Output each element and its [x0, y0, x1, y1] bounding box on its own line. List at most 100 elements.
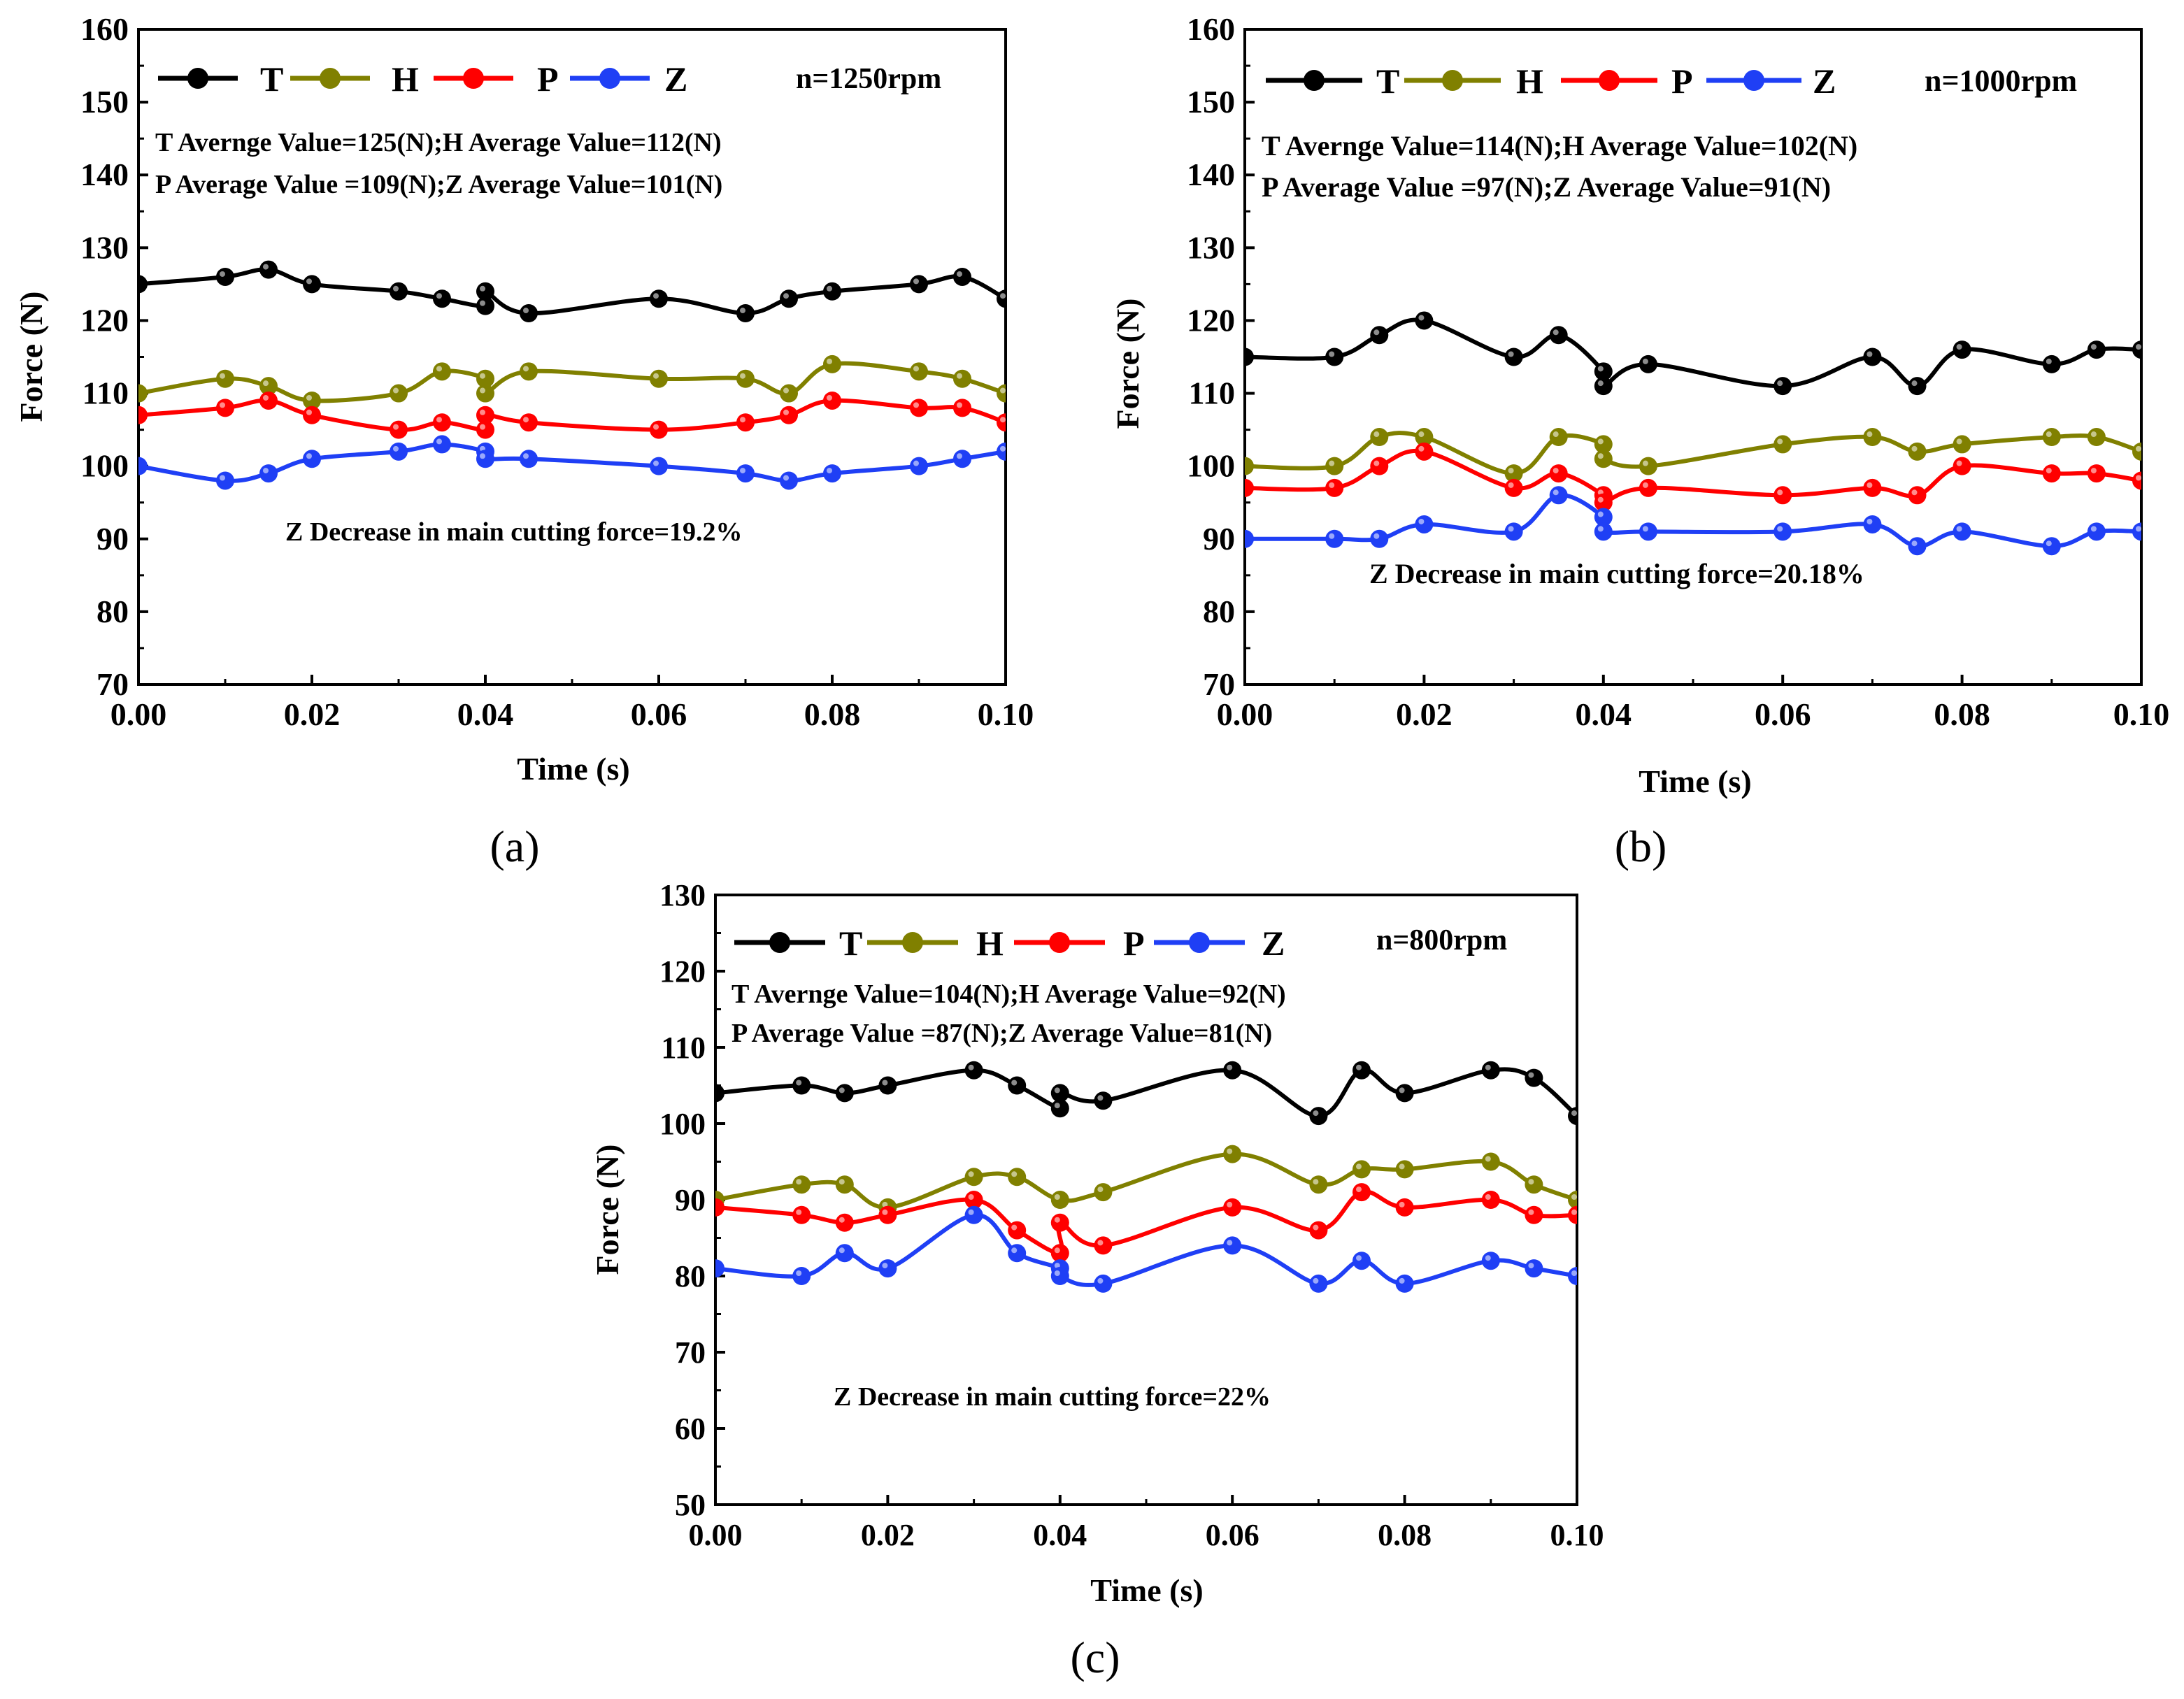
data-point-highlight: [1329, 460, 1335, 466]
legend-marker-t: [769, 932, 790, 953]
data-point-p: [1908, 486, 1927, 505]
data-point-p: [650, 420, 668, 439]
data-point-highlight: [480, 300, 485, 306]
data-point-highlight: [827, 358, 832, 364]
legend-entry-z: Z: [1154, 924, 1285, 963]
data-point-highlight: [1097, 1095, 1104, 1101]
data-point-highlight: [740, 417, 745, 423]
data-point-h: [2042, 428, 2061, 447]
data-point-highlight: [740, 468, 745, 474]
data-point-highlight: [393, 285, 399, 292]
data-point-h: [997, 384, 1006, 403]
x-tick-label: 0.06: [1206, 1518, 1259, 1552]
data-point-t: [2042, 354, 2061, 373]
data-point-highlight: [1553, 489, 1559, 496]
data-point-z: [259, 464, 278, 483]
data-point-t: [138, 275, 148, 294]
data-point-h: [2132, 442, 2141, 461]
data-point-h: [1549, 428, 1568, 447]
data-point-t: [1223, 1061, 1242, 1080]
data-point-highlight: [1528, 1072, 1534, 1078]
y-tick-label: 110: [661, 1031, 706, 1065]
data-point-t: [1908, 377, 1927, 396]
data-point-t: [780, 289, 798, 308]
y-axis-label: Force (N): [1110, 299, 1145, 429]
y-axis-label: Force (N): [13, 292, 49, 422]
data-point-highlight: [1356, 1255, 1362, 1261]
legend-marker-z: [1743, 70, 1764, 91]
data-point-p: [2087, 464, 2106, 483]
legend-entry-t: T: [734, 924, 862, 963]
legend-label-h: H: [976, 924, 1004, 963]
legend-label-z: Z: [1813, 62, 1836, 101]
data-point-z: [835, 1244, 854, 1263]
data-point-highlight: [1777, 380, 1783, 387]
data-point-highlight: [1356, 1187, 1362, 1193]
data-point-highlight: [796, 1080, 802, 1086]
data-point-z: [2132, 522, 2141, 541]
data-point-h: [780, 384, 798, 403]
panel-label-b: (b): [1615, 822, 1667, 871]
data-point-h: [953, 369, 971, 388]
speed-label: n=1250rpm: [796, 63, 941, 95]
data-point-h: [433, 362, 451, 381]
data-point-highlight: [913, 278, 919, 285]
data-point-highlight: [740, 308, 745, 314]
series-clip-group: [1245, 311, 2141, 556]
y-tick-label: 120: [80, 302, 129, 338]
legend-entry-p: P: [1014, 924, 1145, 963]
data-point-t: [1594, 377, 1613, 396]
data-point-t: [1415, 311, 1434, 330]
data-point-highlight: [796, 1209, 802, 1215]
data-point-highlight: [1571, 1110, 1577, 1117]
data-point-h: [1325, 457, 1344, 475]
legend-label-p: P: [1671, 62, 1693, 101]
data-point-highlight: [913, 460, 919, 466]
data-point-h: [1094, 1183, 1113, 1202]
data-point-highlight: [1485, 1064, 1491, 1070]
data-point-t: [715, 1084, 725, 1103]
data-point-t: [1863, 347, 1882, 366]
data-point-z: [997, 442, 1006, 461]
data-point-highlight: [1054, 1247, 1060, 1254]
data-point-z: [910, 457, 928, 475]
y-tick-label: 100: [1187, 448, 1235, 484]
data-point-h: [910, 362, 928, 381]
data-point-highlight: [1956, 438, 1962, 445]
data-point-highlight: [480, 424, 485, 430]
data-point-highlight: [523, 417, 529, 423]
data-point-z: [1525, 1259, 1543, 1278]
data-point-p: [1050, 1213, 1069, 1232]
data-point-t: [1549, 326, 1568, 345]
data-point-h: [1223, 1145, 1242, 1163]
data-point-p: [1008, 1221, 1027, 1240]
data-point-z: [476, 450, 494, 468]
data-point-t: [1325, 347, 1344, 366]
data-point-p: [878, 1205, 897, 1224]
data-point-highlight: [2090, 431, 2097, 438]
data-point-highlight: [838, 1217, 845, 1223]
data-point-highlight: [1528, 1209, 1534, 1215]
y-tick-label: 130: [80, 229, 129, 265]
data-point-highlight: [827, 468, 832, 474]
y-tick-label: 130: [659, 878, 706, 912]
data-point-highlight: [957, 373, 962, 379]
data-point-h: [1953, 435, 1971, 454]
data-point-highlight: [1597, 526, 1604, 532]
data-point-highlight: [306, 394, 312, 401]
data-point-p: [1223, 1198, 1242, 1217]
data-point-t: [910, 275, 928, 294]
data-point-highlight: [436, 366, 442, 372]
data-point-highlight: [1054, 1103, 1060, 1109]
data-point-highlight: [1911, 380, 1918, 387]
average-annotation-1: T Avernge Value=104(N);H Average Value=9…: [731, 980, 1286, 1009]
x-tick-label: 0.04: [1576, 696, 1632, 732]
legend-entry-h: H: [867, 924, 1004, 963]
data-point-z: [1549, 486, 1568, 505]
data-point-t: [1395, 1084, 1414, 1103]
data-point-z: [953, 450, 971, 468]
x-axis-label: Time (s): [517, 751, 629, 787]
series-clip-group: [715, 1061, 1577, 1293]
data-point-highlight: [913, 366, 919, 372]
x-tick-labels: 0.00 0.02 0.04 0.06 0.08 0.10: [689, 1518, 1604, 1552]
